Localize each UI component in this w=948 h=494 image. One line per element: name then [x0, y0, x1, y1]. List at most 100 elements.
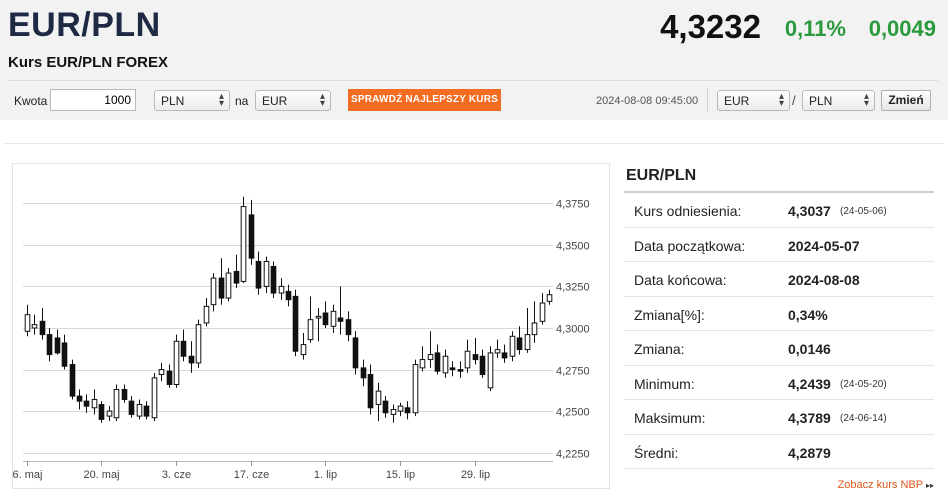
info-row: Zmiana: 0,0146	[624, 331, 934, 366]
to-currency-select[interactable]: EUR ▴ ▾	[255, 90, 331, 111]
candle-down	[345, 319, 352, 336]
info-row-value: 4,2439	[788, 375, 831, 392]
candle-up	[203, 305, 210, 324]
candle-down	[501, 352, 508, 359]
timestamp: 2024-08-08 09:45:00	[596, 95, 699, 107]
candle-up	[419, 359, 426, 369]
info-panel: EUR/PLN Kurs odniesienia: 4,3037 (24-05-06…	[624, 163, 934, 469]
pair-subtitle: Kurs EUR/PLN FOREX	[8, 54, 169, 71]
change-pair-button[interactable]: Zmień	[881, 90, 931, 111]
info-row-value: 0,34%	[788, 306, 828, 323]
select-arrows-icon: ▴ ▾	[319, 91, 325, 109]
quote-currency-select[interactable]: PLN ▴ ▾	[802, 90, 875, 111]
candle-up	[546, 294, 553, 302]
candle-up	[263, 260, 270, 287]
amount-input[interactable]	[50, 89, 136, 111]
candle-down	[352, 337, 359, 369]
candle-down	[143, 405, 150, 417]
candle-down	[270, 265, 277, 294]
to-label: na	[235, 94, 249, 108]
y-tick-label: 4,2250	[556, 449, 590, 461]
to-currency-value: EUR	[262, 94, 288, 108]
select-arrows-icon: ▴ ▾	[778, 91, 784, 109]
info-row: Kurs odniesienia: 4,3037 (24-05-06)	[624, 193, 934, 228]
candlestick-chart: 4,2250 4,2500 4,2750 4,3000 4,3250 4,3500 4,37…	[13, 196, 590, 481]
candle-up	[31, 324, 38, 329]
candle-down	[255, 260, 262, 289]
candle-down	[46, 334, 53, 356]
converter-form: Kwota PLN ▴▾ na EUR ▴▾ SPRAWDŹ NAJLEPSZY…	[0, 88, 948, 114]
info-row-label: Data początkowa:	[634, 237, 746, 254]
candle-up	[442, 355, 449, 374]
pair-slash: /	[792, 93, 796, 108]
candle-down	[292, 295, 299, 352]
candle-down	[367, 374, 374, 409]
info-row-date: (24-06-14)	[840, 413, 887, 424]
select-arrows-icon: ▴ ▾	[863, 91, 869, 109]
candle-down	[457, 369, 464, 372]
candle-up	[210, 277, 217, 306]
candle-up	[225, 272, 232, 299]
candle-up	[300, 344, 307, 356]
x-tick-label: 1. lip	[314, 469, 337, 481]
candle-up	[397, 405, 404, 412]
y-tick-label: 4,3750	[556, 199, 590, 211]
candle-up	[315, 315, 322, 319]
candle-down	[285, 290, 292, 301]
info-row: Zmiana[%]: 0,34%	[624, 297, 934, 331]
candle-down	[449, 367, 456, 371]
candle-down	[54, 337, 61, 354]
info-row-value: 0,0146	[788, 341, 831, 357]
info-row-value: 4,3037	[788, 203, 831, 219]
candle-up	[307, 319, 314, 341]
candle-up	[427, 354, 434, 361]
current-price: 4,3232	[660, 8, 761, 45]
quote-currency-value: PLN	[809, 94, 833, 108]
info-row-value: 4,2879	[788, 444, 831, 461]
candle-up	[240, 206, 247, 282]
candle-down	[337, 317, 344, 322]
from-currency-value: PLN	[161, 94, 185, 108]
x-tick-label: 6. maj	[13, 469, 42, 481]
double-arrow-icon: ▸▸	[925, 481, 934, 490]
candle-up	[494, 349, 501, 354]
candle-up	[330, 310, 337, 327]
candle-up	[195, 324, 202, 364]
candle-up	[158, 369, 165, 376]
pair-title: EUR/PLN	[8, 6, 161, 44]
candle-down	[382, 400, 389, 414]
candle-up	[524, 334, 531, 351]
nbp-rate-link[interactable]: Zobacz kurs NBP ▸▸	[838, 479, 934, 491]
candle-up	[539, 302, 546, 322]
candle-down	[479, 355, 486, 376]
from-currency-select[interactable]: PLN ▴ ▾	[154, 90, 230, 111]
info-row: Średni: 4,2879	[624, 435, 934, 469]
candle-down	[248, 214, 255, 259]
info-row-label: Średni:	[634, 444, 679, 461]
candle-up	[509, 335, 516, 357]
info-rows: Kurs odniesienia: 4,3037 (24-05-06) Data po…	[624, 193, 934, 469]
candle-down	[472, 354, 479, 361]
change-percent: 0,11%	[784, 16, 846, 41]
y-tick-label: 4,3500	[556, 241, 590, 253]
candle-down	[322, 312, 329, 326]
best-rate-button[interactable]: SPRAWDŹ NAJLEPSZY KURS	[348, 89, 501, 111]
candle-down	[180, 340, 187, 357]
form-divider	[707, 88, 708, 112]
info-row: Maksimum: 4,3789 (24-06-14)	[624, 400, 934, 435]
base-currency-select[interactable]: EUR ▴ ▾	[717, 90, 790, 111]
candle-up	[24, 314, 31, 332]
nbp-link-label: Zobacz kurs NBP	[837, 479, 923, 491]
info-row-label: Zmiana[%]:	[634, 306, 705, 323]
info-row-label: Minimum:	[634, 375, 695, 392]
content-panel	[4, 143, 944, 494]
y-tick-label: 4,3000	[556, 324, 590, 336]
candle-down	[516, 337, 523, 351]
candle-up	[91, 398, 98, 409]
candle-down	[128, 400, 135, 415]
info-row-value: 2024-08-08	[788, 272, 860, 288]
candle-up	[531, 322, 538, 336]
x-tick-label: 17. cze	[234, 469, 269, 481]
candle-up	[412, 364, 419, 414]
candle-up	[113, 388, 120, 419]
